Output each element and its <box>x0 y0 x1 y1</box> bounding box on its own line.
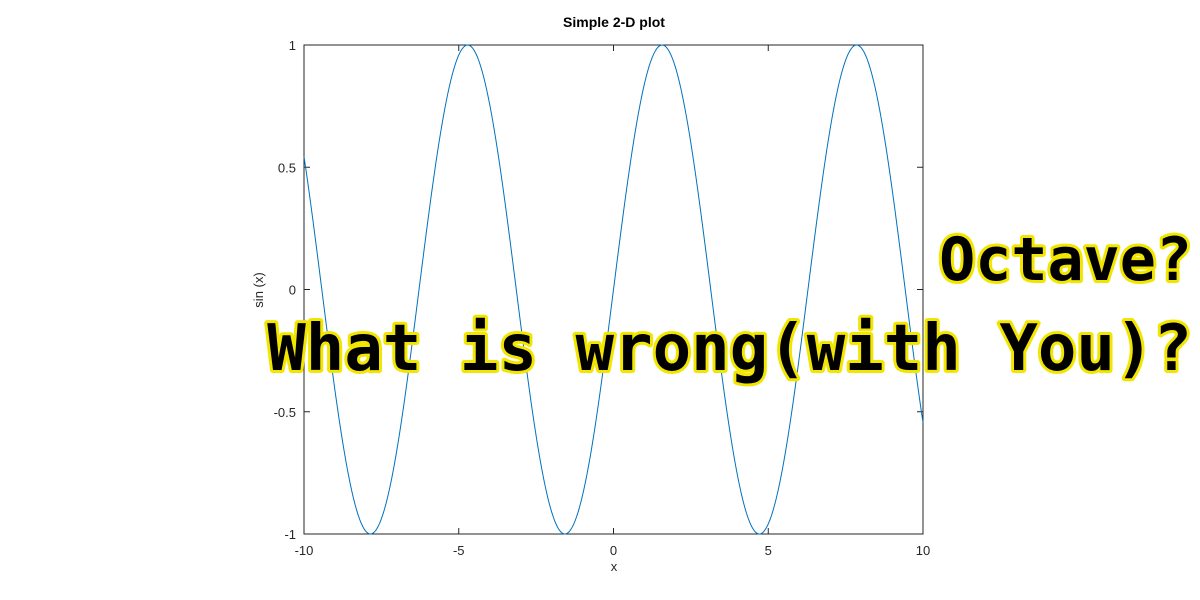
y-axis-ticks: 1 0.5 0 -0.5 -1 <box>274 38 923 542</box>
y-tick-label: 0 <box>289 283 296 298</box>
x-tick-label: 0 <box>610 543 617 558</box>
x-axis-ticks: -10 -5 0 5 10 <box>295 45 930 558</box>
y-tick-label: -1 <box>284 527 296 542</box>
y-axis-title: sin (x) <box>251 272 266 307</box>
x-tick-label: 5 <box>765 543 772 558</box>
x-axis-title: x <box>611 559 618 574</box>
x-tick-label: -10 <box>295 543 314 558</box>
series-line-sin <box>303 44 924 535</box>
overlay-caption-line-2: What is wrong(with You)? <box>267 312 1192 386</box>
x-tick-label: -5 <box>453 543 465 558</box>
x-tick-label: 10 <box>916 543 930 558</box>
chart-title: Simple 2-D plot <box>563 14 665 30</box>
y-tick-label: 1 <box>289 38 296 53</box>
y-tick-label: -0.5 <box>274 405 296 420</box>
overlay-caption-line-1: Octave? <box>939 225 1192 295</box>
y-tick-label: 0.5 <box>278 160 296 175</box>
